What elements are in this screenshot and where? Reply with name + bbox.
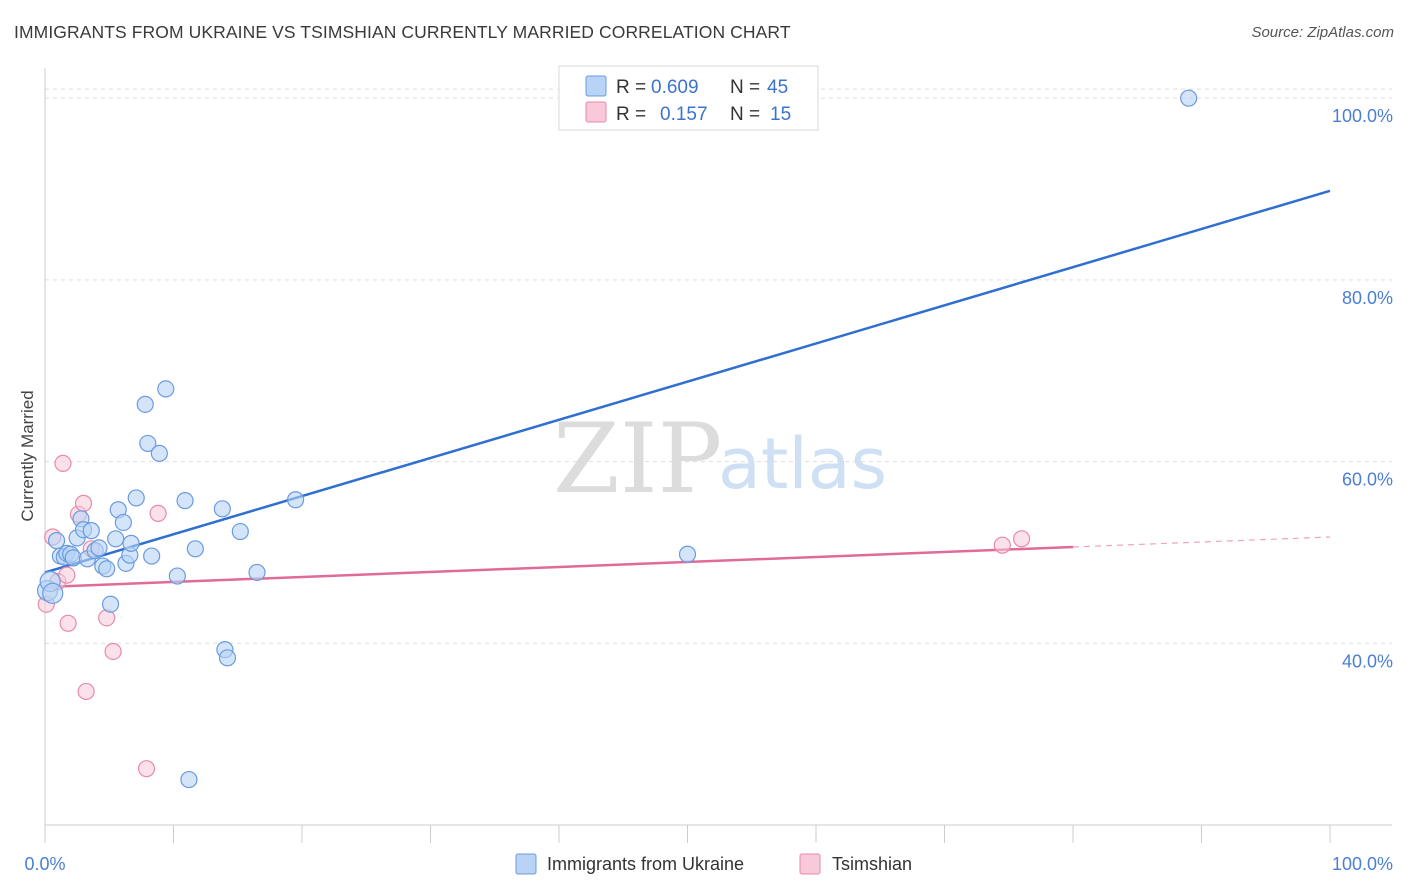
y-tick-label: 60.0% <box>1342 470 1393 490</box>
point-ukraine <box>136 395 154 413</box>
legend-n-value-tsimshian: 15 <box>770 104 791 125</box>
point-tsimshian <box>74 494 93 512</box>
point-ukraine <box>143 547 161 565</box>
point-ukraine <box>1180 89 1198 107</box>
tick-labels: 40.0% 60.0% 80.0% 100.0% 0.0% 100.0% <box>24 106 1393 874</box>
y-tick-label: 40.0% <box>1342 651 1393 671</box>
point-ukraine <box>107 530 125 548</box>
point-ukraine <box>122 534 140 552</box>
point-ukraine <box>186 540 204 558</box>
point-ukraine <box>157 380 175 398</box>
point-ukraine <box>139 434 157 453</box>
chart-title: IMMIGRANTS FROM UKRAINE VS TSIMSHIAN CUR… <box>14 22 791 42</box>
y-tick-label: 100.0% <box>1332 106 1393 126</box>
legend-r-label-ukraine: R = <box>616 77 646 98</box>
point-tsimshian <box>993 536 1011 554</box>
point-tsimshian <box>104 642 122 661</box>
legend-n-value-ukraine: 45 <box>767 77 788 98</box>
point-ukraine <box>114 513 132 532</box>
source-label: Source: ZipAtlas.com <box>1251 24 1394 41</box>
legend-n-label-tsimshian: N = <box>730 104 760 125</box>
point-ukraine <box>82 522 100 540</box>
legend-swatch-tsimshian <box>585 101 607 123</box>
point-ukraine <box>231 522 249 541</box>
point-ukraine <box>248 563 266 582</box>
watermark-zip: ZIP <box>553 403 722 515</box>
legend-swatch-ukraine <box>585 75 607 97</box>
point-ukraine <box>101 595 120 613</box>
point-ukraine <box>168 567 186 585</box>
legend-r-label-tsimshian: R = <box>616 104 646 125</box>
y-tick-label: 80.0% <box>1342 288 1393 308</box>
data-points <box>36 89 1198 789</box>
y-axis-label: Currently Married <box>18 390 37 521</box>
point-ukraine <box>127 489 145 507</box>
point-ukraine <box>176 492 194 510</box>
point-ukraine <box>218 649 237 667</box>
legend-r-value-tsimshian: 0.157 <box>660 104 708 125</box>
bottom-legend-label-ukraine: Immigrants from Ukraine <box>547 854 744 874</box>
x-tick-label-min: 0.0% <box>24 854 65 874</box>
legend-n-label-ukraine: N = <box>730 77 760 98</box>
bottom-legend-swatch-tsimshian <box>799 853 821 875</box>
trend-line-tsimshian-extension <box>1072 536 1331 548</box>
trend-line-tsimshian <box>44 545 1074 589</box>
point-ukraine <box>286 491 305 509</box>
bottom-legend-label-tsimshian: Tsimshian <box>832 854 912 874</box>
watermark-atlas: atlas <box>718 423 887 505</box>
point-tsimshian <box>58 566 76 584</box>
watermark: ZIP atlas <box>553 403 887 515</box>
point-tsimshian <box>54 454 72 473</box>
bottom-legend-swatch-ukraine <box>515 853 537 875</box>
point-tsimshian <box>149 504 167 522</box>
bottom-legend: Immigrants from Ukraine Tsimshian <box>515 853 912 875</box>
point-tsimshian <box>59 614 77 632</box>
point-tsimshian <box>77 682 95 701</box>
point-ukraine <box>42 582 64 604</box>
point-ukraine <box>678 545 697 563</box>
point-ukraine <box>98 560 116 578</box>
legend: R = 0.609 N = 45 R = 0.157 N = 15 <box>558 65 819 131</box>
point-ukraine <box>150 444 168 463</box>
point-tsimshian <box>137 760 156 778</box>
point-ukraine <box>213 500 231 518</box>
point-ukraine <box>180 770 198 789</box>
point-tsimshian <box>1012 530 1031 548</box>
trend-lines <box>44 189 1331 589</box>
point-ukraine <box>90 539 108 557</box>
legend-r-value-ukraine: 0.609 <box>651 77 699 98</box>
axes <box>44 68 1392 843</box>
trend-line-ukraine <box>44 189 1331 574</box>
x-tick-label-max: 100.0% <box>1332 854 1393 874</box>
